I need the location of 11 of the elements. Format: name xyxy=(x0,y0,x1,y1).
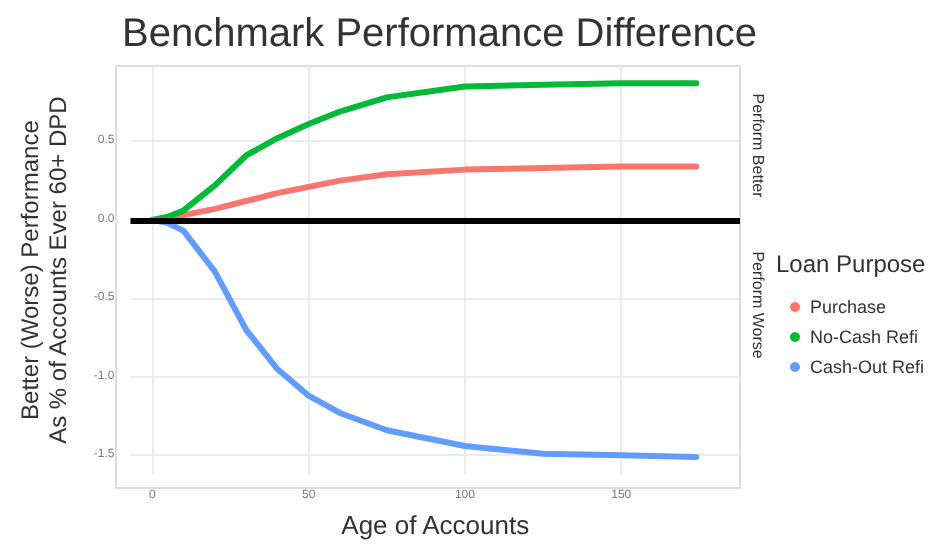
x-axis-title: Age of Accounts xyxy=(341,510,531,540)
legend-label: No-Cash Refi xyxy=(810,327,919,347)
line-series xyxy=(149,80,700,223)
legend-label: Cash-Out Refi xyxy=(810,357,925,377)
legend-title: Loan Purpose xyxy=(776,250,927,278)
text: Perform Worse xyxy=(749,251,767,360)
chart-title: Benchmark Performance Difference xyxy=(122,12,758,56)
y-axis-title: Better (Worse) Performance As % of Accounts Ever 60+ DPD xyxy=(16,95,72,444)
text: Perform Better xyxy=(749,93,767,199)
legend-label: Purchase xyxy=(810,297,887,317)
line-series xyxy=(149,216,700,460)
